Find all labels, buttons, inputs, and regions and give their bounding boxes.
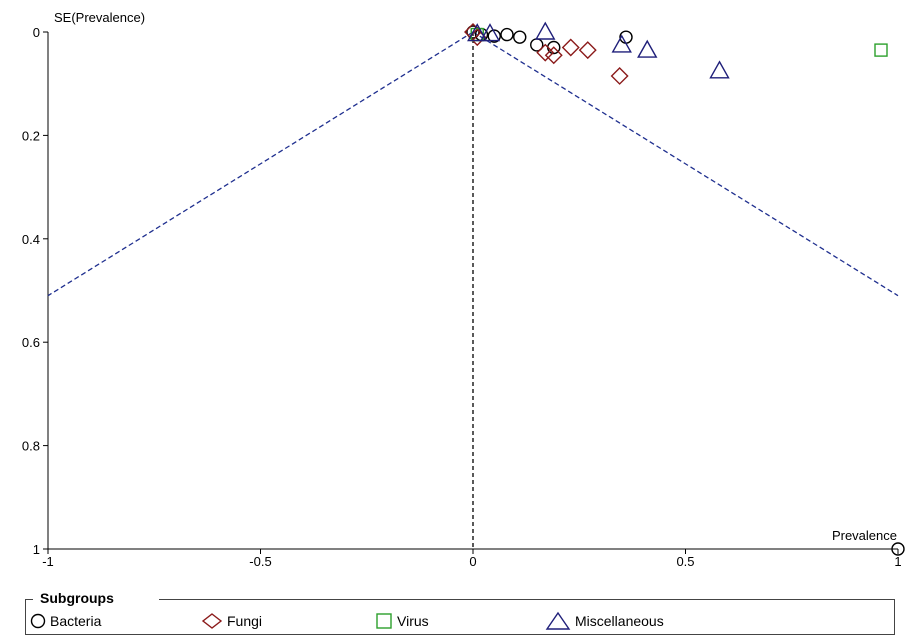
legend-item-fungi: Fungi <box>201 611 262 631</box>
y-tick-label: 0.8 <box>22 439 40 454</box>
square-icon <box>376 613 392 629</box>
bacteria-point <box>487 29 501 43</box>
x-tick-label: -1 <box>42 554 54 569</box>
miscellaneous-point <box>535 21 556 40</box>
legend-label-miscellaneous: Miscellaneous <box>575 613 664 629</box>
y-tick-label: 0.2 <box>22 128 40 143</box>
funnel-right-line <box>472 31 899 297</box>
legend-title: Subgroups <box>38 590 116 606</box>
legend <box>25 599 895 635</box>
fungi-point <box>610 66 629 85</box>
y-tick-label: 0 <box>33 25 40 40</box>
diamond-icon <box>201 613 223 629</box>
y-tick-label: 0.6 <box>22 335 40 350</box>
funnel-left-line <box>47 31 474 297</box>
x-tick-label: 0.5 <box>676 554 694 569</box>
legend-frame-top-right <box>159 599 895 600</box>
miscellaneous-point <box>709 60 730 79</box>
legend-item-virus: Virus <box>375 611 429 631</box>
reference-lines <box>47 31 899 549</box>
y-tick-label: 1 <box>33 542 40 557</box>
legend-label-fungi: Fungi <box>227 613 263 629</box>
bacteria-point <box>513 30 527 44</box>
miscellaneous-point <box>479 23 501 42</box>
y-tick-label: 0.4 <box>22 232 40 247</box>
axes: 00.20.40.60.81-1 -0.5 0 0.5 1 <box>22 25 902 569</box>
fungi-point <box>561 38 580 57</box>
bacteria-point <box>891 542 905 556</box>
miscellaneous-point <box>467 23 488 42</box>
y-axis-title: SE(Prevalence) <box>54 10 145 25</box>
x-tick-label: 1 <box>894 554 901 569</box>
legend-item-bacteria: Bacteria <box>30 611 101 631</box>
miscellaneous-point <box>637 39 658 58</box>
triangle-icon <box>545 611 571 630</box>
bacteria-point <box>500 27 514 42</box>
circle-icon <box>30 613 46 629</box>
fungi-point <box>544 46 563 65</box>
legend-frame-top-left <box>25 599 33 600</box>
virus-point <box>874 43 888 57</box>
legend-label-bacteria: Bacteria <box>50 613 102 629</box>
data-points <box>464 21 905 556</box>
miscellaneous-point <box>611 34 632 53</box>
x-tick-label: 0 <box>469 554 476 569</box>
x-axis-title: Prevalence <box>832 528 897 543</box>
x-tick-label: -0.5 <box>249 554 271 569</box>
bacteria-point <box>466 25 480 39</box>
legend-item-miscellaneous: Miscellaneous <box>545 611 664 631</box>
fungi-point <box>578 41 597 60</box>
legend-label-virus: Virus <box>397 613 429 629</box>
